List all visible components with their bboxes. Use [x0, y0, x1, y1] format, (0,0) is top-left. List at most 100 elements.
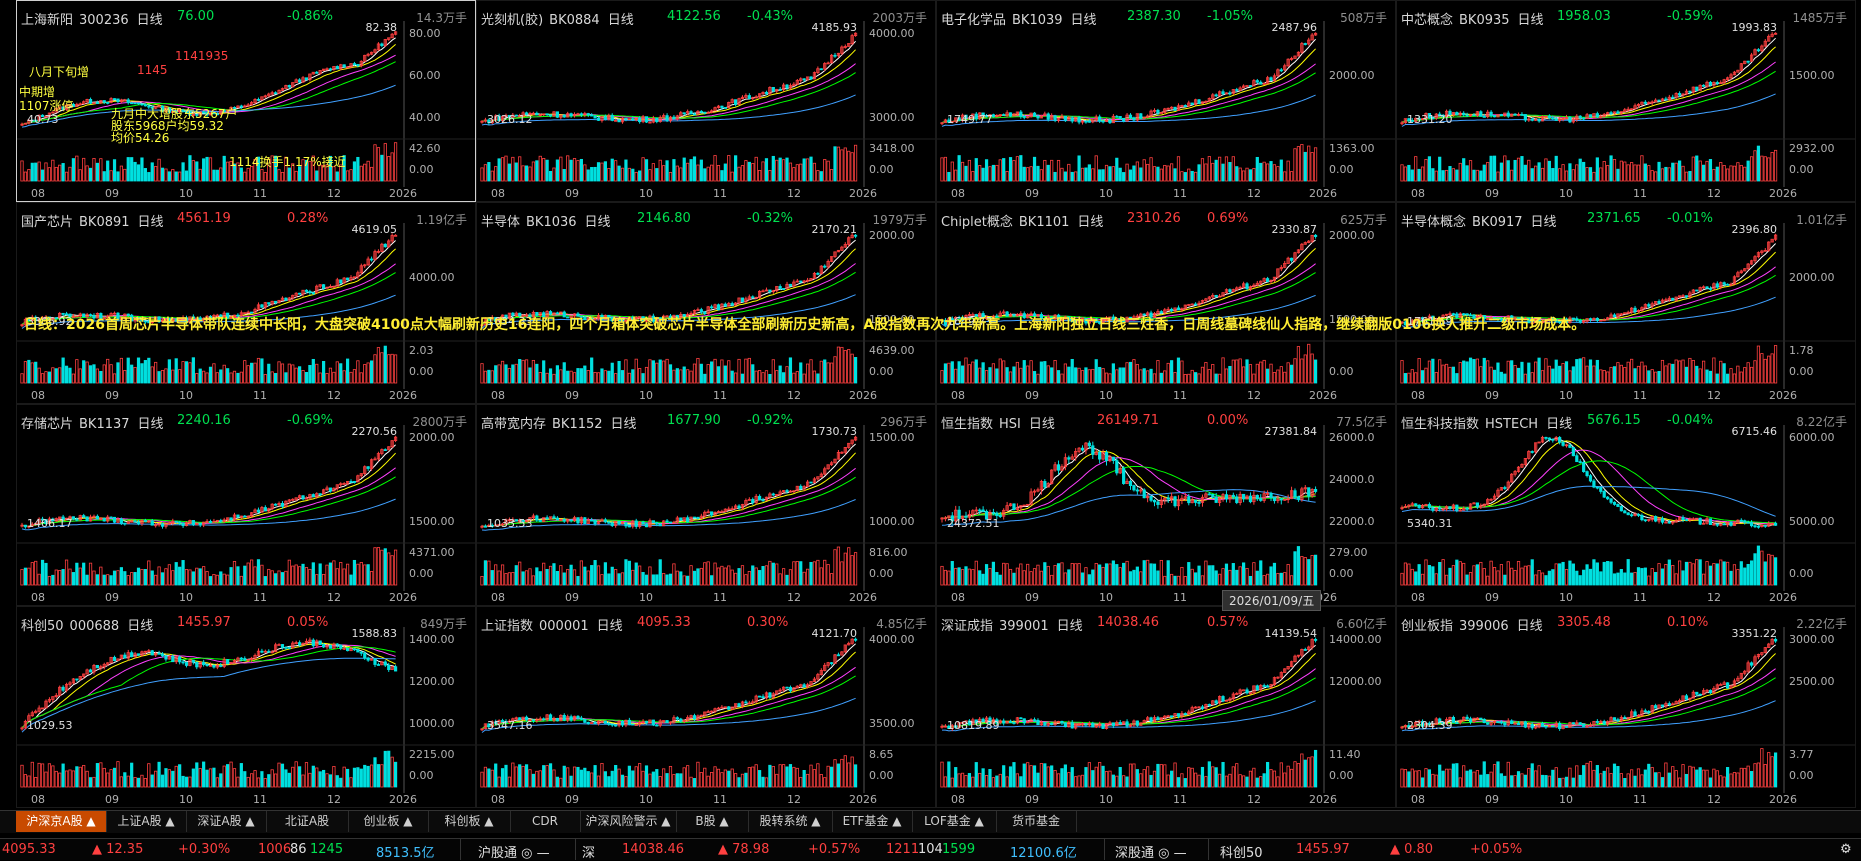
- candle-body: [1246, 284, 1248, 289]
- ma60-line: [1402, 94, 1776, 127]
- candle-body: [274, 93, 276, 94]
- candle-body: [803, 685, 805, 687]
- volume-bar: [1425, 368, 1427, 383]
- volume-bar: [728, 771, 730, 787]
- volume-bar: [1699, 560, 1701, 585]
- volume-bar: [1576, 571, 1578, 585]
- candle-body: [1716, 524, 1718, 525]
- volume-bar: [941, 158, 943, 181]
- x-axis-tick: 2026: [849, 389, 877, 402]
- x-axis-tick: 12: [1247, 187, 1261, 200]
- volume-bar: [580, 770, 582, 787]
- volume-bar: [522, 766, 524, 787]
- volume-bar: [158, 372, 160, 383]
- x-axis-tick: 2026: [1769, 389, 1797, 402]
- volume-bar: [1507, 562, 1509, 585]
- volume-bar: [1768, 158, 1770, 181]
- volume-bar: [649, 360, 651, 383]
- volume-bar: [738, 778, 740, 787]
- chart-annotation: 1114换手1.17%接近: [229, 153, 346, 170]
- volume-bar: [1074, 172, 1076, 181]
- volume-bar: [948, 571, 950, 585]
- volume-bar: [769, 561, 771, 585]
- volume-bar: [336, 776, 338, 787]
- volume-bar: [21, 374, 23, 383]
- candle-body: [1747, 522, 1749, 523]
- x-axis-tick: 12: [1707, 187, 1721, 200]
- volume-bar: [274, 774, 276, 787]
- volume-bar: [65, 560, 67, 585]
- x-axis-tick: 09: [105, 591, 119, 604]
- volume-bar: [748, 162, 750, 181]
- volume-bar: [560, 157, 562, 181]
- volume-bar: [975, 561, 977, 585]
- volume-bar: [52, 160, 54, 181]
- ma20-line: [1402, 450, 1776, 524]
- volume-bar: [79, 568, 81, 585]
- volume-bar: [1754, 151, 1756, 181]
- x-axis-tick: 12: [327, 389, 341, 402]
- candle-body: [220, 520, 222, 521]
- volume-bar: [584, 366, 586, 383]
- volume-bar: [1582, 570, 1584, 585]
- volume-bar: [172, 571, 174, 585]
- candle-body: [384, 450, 386, 451]
- volume-bar: [209, 367, 211, 383]
- volume-bar: [65, 172, 67, 181]
- volume-bar: [707, 562, 709, 585]
- low-price-label: 1749.77: [947, 113, 993, 126]
- x-axis-tick: 08: [491, 187, 505, 200]
- volume-bar: [673, 370, 675, 383]
- volume-bar: [1490, 156, 1492, 181]
- volume-bar: [1277, 370, 1279, 383]
- volume-bar: [1445, 575, 1447, 585]
- volume-bar: [178, 765, 180, 787]
- volume-bar: [377, 348, 379, 383]
- candle-body: [724, 107, 726, 108]
- volume-bar: [79, 170, 81, 181]
- volume-bar: [69, 167, 71, 181]
- volume-bar: [1713, 564, 1715, 585]
- volume-bar: [955, 369, 957, 383]
- volume-bar: [377, 548, 379, 585]
- volume-bar: [666, 575, 668, 585]
- volume-bar: [584, 165, 586, 181]
- volume-bar: [1651, 569, 1653, 585]
- volume-bar: [1181, 172, 1183, 181]
- volume-bar: [1500, 564, 1502, 585]
- candle-body: [1747, 61, 1749, 62]
- volume-bar: [216, 373, 218, 383]
- volume-bar: [1483, 358, 1485, 383]
- volume-bar: [41, 560, 43, 585]
- volume-bar: [824, 778, 826, 787]
- volume-bar: [1009, 157, 1011, 181]
- volume-bar: [216, 778, 218, 787]
- volume-bar: [1589, 569, 1591, 585]
- candle-body: [625, 523, 627, 526]
- volume-bar: [1208, 370, 1210, 383]
- candle-body: [220, 665, 222, 666]
- volume-bar: [220, 774, 222, 787]
- volume-bar: [141, 569, 143, 585]
- volume-bar: [360, 373, 362, 383]
- volume-bar: [1747, 564, 1749, 585]
- candle-body: [1596, 114, 1598, 117]
- ma60-line: [942, 95, 1316, 126]
- volume-bar: [1064, 573, 1066, 585]
- volume-bar: [374, 758, 376, 787]
- volume-bar: [1442, 560, 1444, 585]
